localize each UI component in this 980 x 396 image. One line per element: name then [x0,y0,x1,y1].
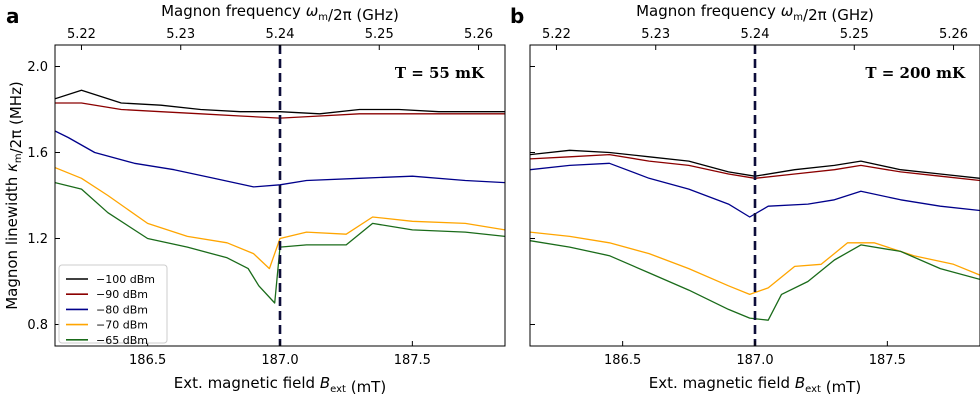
top-x-axis-label: Magnon frequency ωm/2π (GHz) [636,2,874,24]
legend: −100 dBm −90 dBm −80 dBm −70 dBm −65 dBm [58,264,168,347]
legend-label-1: −100 dBm [96,273,155,286]
legend-label-3: −80 dBm [96,303,148,316]
series-line-3 [55,130,505,188]
x-tick-label: 186.5 [129,353,166,368]
top-x-tick-label: 5.24 [741,27,770,42]
x-tick-label: 187.5 [394,353,431,368]
top-x-tick-label: 5.25 [840,27,869,42]
y-tick-label: 2.0 [27,60,48,75]
legend-label-2: −90 dBm [96,288,148,301]
panel-b: 186.5 187.0 187.5 5.22 5.23 5.24 5.25 5.26 Ext. … [510,2,980,396]
panel-a: 186.5 187.0 187.5 5.22 5.23 5.24 5.25 5.26 0.8 1.… [3,2,506,396]
series-line-4 [55,166,505,270]
y-axis-label: Magnon linewidth κm/2π (MHz) [3,81,25,310]
x-tick-label: 187.5 [869,353,906,368]
x-tick-label: 187.0 [261,353,298,368]
top-x-tick-label: 5.25 [365,27,394,42]
top-x-tick-label: 5.23 [166,27,195,42]
series-group [55,89,505,304]
x-axis-label: Ext. magnetic field Bext (mT) [174,374,386,396]
legend-label-5: −65 dBm [96,334,148,347]
series-line-5 [55,181,505,304]
x-tick-label: 186.5 [604,353,641,368]
temperature-annotation: T = 200 mK [865,64,966,82]
x-axis-label: Ext. magnetic field Bext (mT) [649,374,861,396]
series-line-3 [530,162,980,218]
y-tick-label: 1.6 [27,146,48,161]
top-x-tick-label: 5.22 [67,27,96,42]
top-x-tick-label: 5.26 [464,27,493,42]
top-x-tick-label: 5.24 [266,27,295,42]
y-tick-label: 1.2 [27,232,48,247]
series-line-5 [530,240,980,321]
y-tick-label: 0.8 [27,318,48,333]
x-tick-label: 187.0 [736,353,773,368]
top-x-axis-label: Magnon frequency ωm/2π (GHz) [161,2,399,24]
top-x-tick-label: 5.26 [939,27,968,42]
temperature-annotation: T = 55 mK [395,64,485,82]
legend-box [58,264,168,344]
panel-letter: a [6,4,20,28]
top-x-tick-label: 5.22 [542,27,571,42]
panel-letter: b [510,4,524,28]
top-x-tick-label: 5.23 [641,27,670,42]
series-line-1 [55,89,505,115]
legend-label-4: −70 dBm [96,319,148,332]
